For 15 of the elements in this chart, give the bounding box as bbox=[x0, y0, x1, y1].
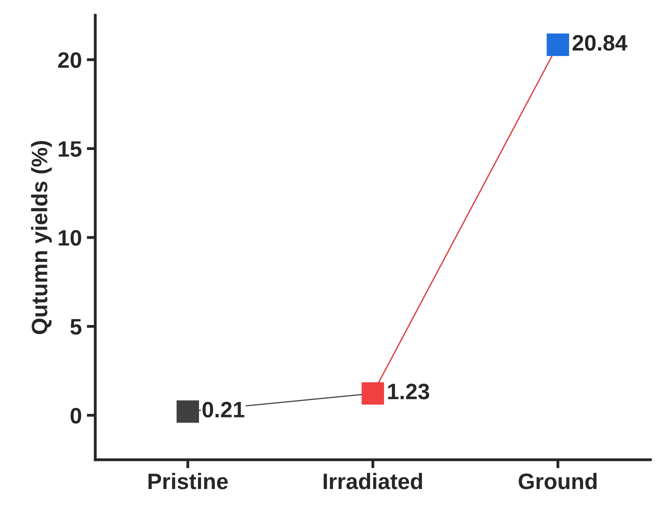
y-tick-label: 0 bbox=[70, 408, 82, 424]
x-tick-label: Irradiated bbox=[324, 472, 422, 490]
data-label: 0.21 bbox=[202, 402, 244, 418]
point bbox=[362, 382, 384, 405]
y-axis-title: Qutumn yields (%) bbox=[31, 141, 52, 334]
data-label: 20.84 bbox=[572, 34, 628, 51]
point bbox=[176, 400, 199, 423]
x-tick-label: Pristine bbox=[148, 472, 228, 490]
x-tick-label: Ground bbox=[518, 472, 597, 490]
y-tick-label: 5 bbox=[70, 319, 82, 335]
y-tick-label: 15 bbox=[58, 141, 82, 157]
data-label: 1.23 bbox=[388, 384, 430, 400]
y-tick-label: 10 bbox=[58, 230, 82, 246]
y-tick-label: 20 bbox=[58, 52, 82, 68]
point bbox=[546, 34, 570, 56]
